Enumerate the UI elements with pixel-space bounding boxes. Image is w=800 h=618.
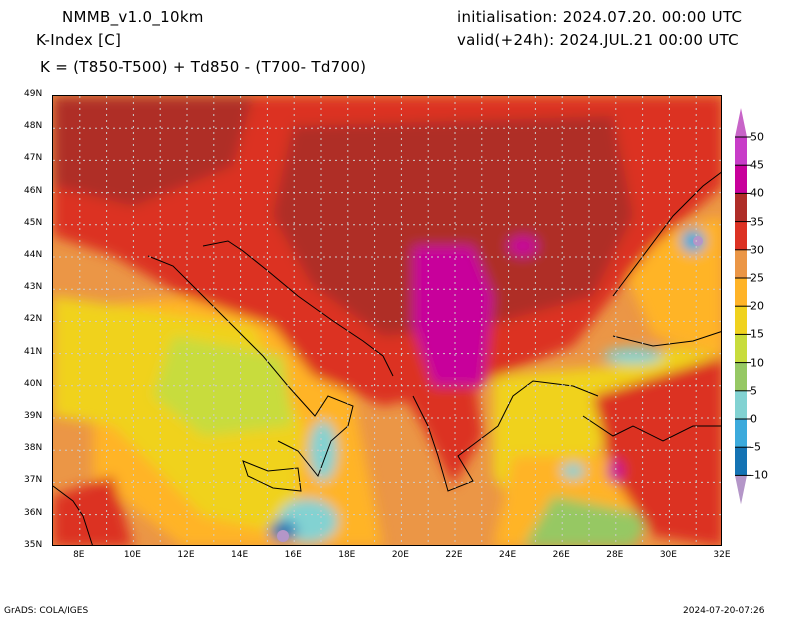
colorbar-swatch [735,334,747,363]
lon-label: 32E [713,550,731,560]
lon-label: 28E [606,550,624,560]
lat-label: 44N [24,250,43,260]
colorbar-label: 25 [750,271,764,285]
lat-label: 37N [24,475,43,486]
colorbar-swatch [735,249,747,278]
colorbar-label: 40 [750,186,764,200]
colorbar-swatch [735,193,747,222]
colorbar-label: 10 [750,356,764,370]
colorbar-swatch [735,221,747,250]
lon-label: 16E [284,550,302,560]
lat-label: 36N [24,507,43,518]
graticule [53,96,721,545]
colorbar [735,108,751,505]
footer-timestamp: 2024-07-20-07:26 [683,606,765,616]
map-field [53,96,721,545]
lon-label: 30E [659,550,677,560]
colorbar-swatch [735,362,747,391]
colorbar-label: 30 [750,243,764,257]
colorbar-label: 15 [750,327,764,341]
lat-label: 49N [24,89,43,99]
lon-label: 22E [445,550,463,560]
lat-label: 43N [24,282,43,293]
lon-label: 18E [338,550,356,560]
valid-time: valid(+24h): 2024.JUL.21 00:00 UTC [457,31,739,49]
initialisation-time: initialisation: 2024.07.20. 00:00 UTC [457,8,743,26]
colorbar-swatch [735,108,747,137]
colorbar-label: -10 [750,468,768,482]
lat-label: 47N [24,153,43,164]
lon-label: 24E [499,550,517,560]
colorbar-swatch [735,278,747,307]
lon-label: 10E [123,550,141,560]
lat-label: 38N [24,443,43,454]
lat-label: 48N [24,121,43,132]
lat-label: 40N [24,378,43,389]
lat-label: 42N [24,314,43,325]
colorbar-label: 20 [750,299,764,313]
colorbar-label: 45 [750,158,764,172]
model-name: NMMB_v1.0_10km [62,8,204,26]
colorbar-label: 0 [750,412,757,426]
lon-label: 8E [73,550,85,560]
lat-label: 39N [24,411,43,421]
lat-label: 46N [24,185,43,196]
lat-label: 45N [24,217,43,228]
colorbar-swatch [735,447,747,476]
colorbar-label: -5 [750,440,761,454]
lon-label: 12E [177,550,195,560]
colorbar-swatch [735,306,747,335]
colorbar-label: 35 [750,215,764,229]
colorbar-swatch [735,475,747,505]
lat-label: 35N [24,539,43,550]
colorbar-swatch [735,137,747,166]
colorbar-label: 5 [750,384,757,398]
colorbar-label: 50 [750,130,764,144]
k-index-map [52,95,722,546]
footer-credit: GrADS: COLA/IGES [4,606,89,616]
colorbar-swatch [735,419,747,448]
variable-name: K-Index [C] [36,31,122,49]
lat-label: 41N [24,346,43,357]
lon-label: 26E [552,550,570,560]
lon-label: 14E [231,550,249,560]
lon-label: 20E [391,550,409,560]
colorbar-swatch [735,390,747,419]
formula: K = (T850-T500) + Td850 - (T700- Td700) [40,58,367,76]
colorbar-swatch [735,165,747,194]
